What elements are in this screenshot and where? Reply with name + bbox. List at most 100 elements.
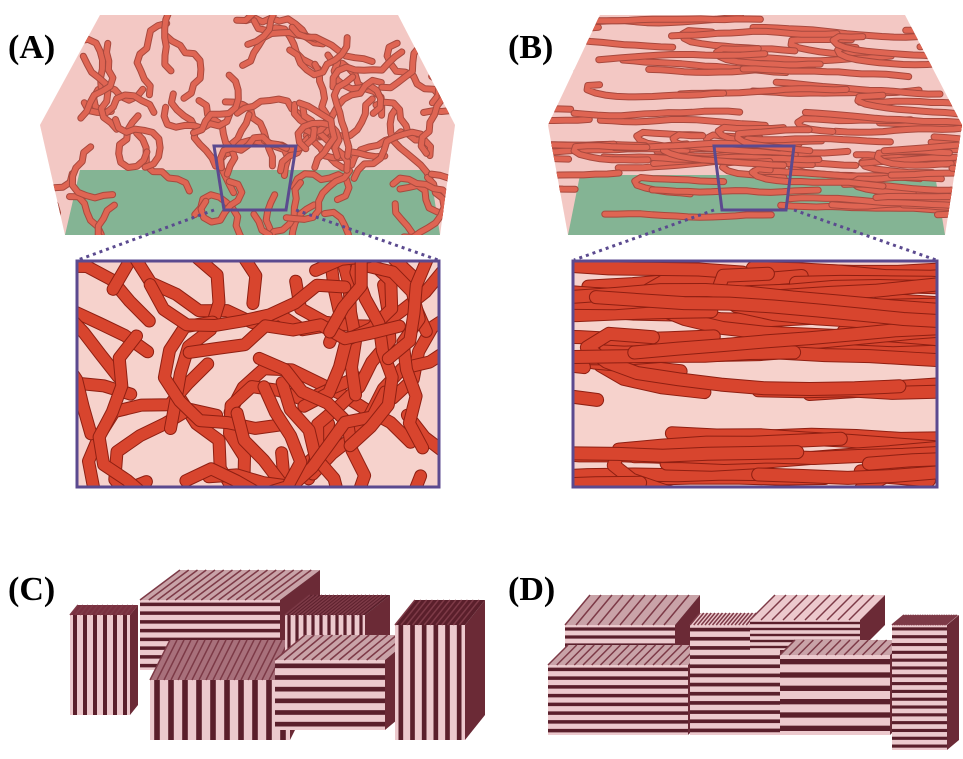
- stripe: [892, 729, 947, 732]
- stripe: [780, 699, 890, 704]
- panel-label: (D): [508, 571, 555, 608]
- stripe: [548, 685, 688, 689]
- stripe: [892, 745, 947, 748]
- fiber: [0, 482, 146, 537]
- stripe: [780, 686, 890, 691]
- stripe: [892, 737, 947, 740]
- stripe: [690, 664, 780, 668]
- block-side: [130, 605, 138, 715]
- panel-label: (B): [508, 29, 553, 66]
- stripe: [113, 615, 117, 715]
- fiber: [21, 0, 85, 20]
- block: [548, 645, 708, 735]
- stripe: [182, 680, 188, 740]
- stripe: [565, 635, 675, 638]
- stripe: [892, 698, 947, 701]
- stripe: [690, 719, 780, 723]
- stripe: [750, 634, 860, 636]
- stripe: [196, 680, 202, 740]
- fiber-shadow: [0, 482, 146, 537]
- stripe: [780, 659, 890, 664]
- block-face: [275, 660, 385, 730]
- fiber-shadow: [920, 38, 963, 47]
- stripe: [565, 627, 675, 630]
- box-overlay: [40, 15, 455, 235]
- block-face: [548, 665, 688, 735]
- block: [892, 615, 959, 750]
- block: [275, 635, 415, 730]
- fiber-shadow: [21, 0, 85, 20]
- page: (A) (B) (C) (D) (() => { const data = JS…: [0, 0, 963, 759]
- stripe: [548, 676, 688, 680]
- stripe: [750, 628, 860, 630]
- fiber-shadow: [439, 482, 640, 538]
- fiber: [938, 40, 963, 43]
- fiber: [14, 204, 58, 264]
- stripe: [275, 687, 385, 692]
- block: [780, 640, 905, 735]
- stripe: [275, 675, 385, 680]
- stripe: [892, 659, 947, 662]
- stripe: [548, 668, 688, 672]
- stripe: [780, 726, 890, 731]
- stripe: [210, 680, 216, 740]
- stripe: [892, 627, 947, 630]
- stripe: [457, 625, 462, 740]
- stripe: [103, 615, 107, 715]
- stripe: [252, 680, 258, 740]
- stripe: [690, 683, 780, 687]
- fiber-shadow: [906, 23, 963, 31]
- stripe: [548, 711, 688, 715]
- stripe: [690, 701, 780, 705]
- stripe: [780, 672, 890, 677]
- block-face: [70, 615, 130, 715]
- stripe: [275, 710, 385, 715]
- fiber-shadow: [14, 204, 58, 264]
- stripe: [690, 674, 780, 678]
- fiber-shadow: [945, 52, 963, 64]
- stripe: [73, 615, 77, 715]
- stripe: [892, 643, 947, 646]
- figure: (A) (B) (C) (D): [0, 0, 963, 759]
- stripe: [266, 680, 272, 740]
- stripe: [445, 625, 450, 740]
- panel-label: (A): [8, 29, 55, 66]
- stripe: [83, 615, 87, 715]
- block: [70, 605, 138, 715]
- stripe: [93, 615, 97, 715]
- fiber: [906, 23, 963, 31]
- stripe: [168, 680, 174, 740]
- stripe: [690, 729, 780, 733]
- stripe: [892, 635, 947, 638]
- stripe: [224, 680, 230, 740]
- block-side: [947, 615, 959, 750]
- fiber-shadow: [938, 40, 963, 43]
- stripe: [548, 703, 688, 707]
- box-overlay: [548, 15, 962, 235]
- block: [395, 600, 485, 740]
- stripe: [892, 690, 947, 693]
- stripe: [434, 625, 439, 740]
- fiber: [945, 52, 963, 64]
- stripe: [892, 713, 947, 716]
- stripe: [892, 651, 947, 654]
- stripe: [140, 603, 280, 607]
- stripe: [892, 705, 947, 708]
- fiber-shadow: [486, 68, 570, 85]
- block-face: [395, 625, 465, 740]
- stripe: [892, 666, 947, 669]
- stripe: [690, 710, 780, 714]
- stripe: [154, 680, 160, 740]
- stripe: [123, 615, 127, 715]
- stripe: [548, 720, 688, 724]
- stripe: [690, 655, 780, 659]
- stripe: [140, 611, 280, 615]
- block-face: [780, 655, 890, 735]
- stripe: [238, 680, 244, 740]
- stripe: [750, 622, 860, 624]
- stripe: [410, 625, 415, 740]
- stripe: [892, 674, 947, 677]
- stripe: [140, 629, 280, 633]
- stripe: [275, 664, 385, 669]
- stripe: [275, 699, 385, 704]
